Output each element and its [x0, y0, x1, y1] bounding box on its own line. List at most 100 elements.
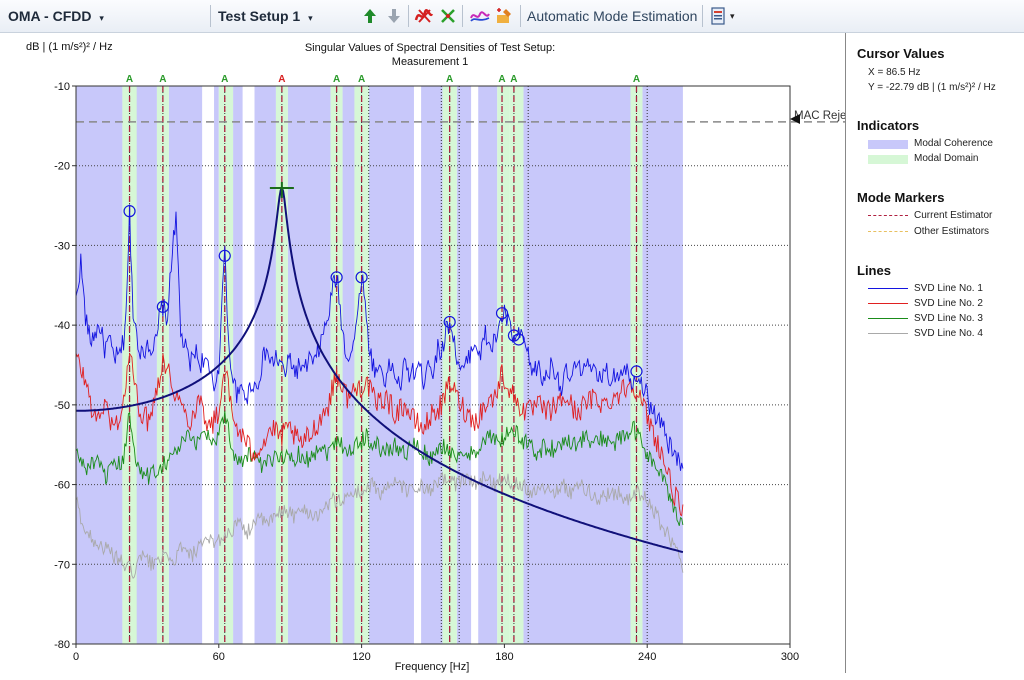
peak-circle	[443, 315, 456, 329]
chevron-down-icon: ▾	[730, 11, 735, 21]
toolbar: OMA - CFDD ▾ Test Setup 1 ▾ Automatic Mo…	[0, 0, 1024, 33]
svd-line-4-swatch	[868, 333, 908, 334]
y-tick-label: -40	[54, 320, 70, 332]
y-tick-label: -20	[54, 161, 70, 173]
chart-title: Singular Values of Spectral Densities of…	[305, 42, 555, 54]
curve-fit-button[interactable]	[470, 6, 490, 26]
peak-circle	[123, 205, 136, 218]
svd-line-1	[76, 204, 684, 471]
mode-marker-label: A	[498, 74, 505, 85]
x-tick-label: 120	[352, 651, 370, 663]
legend-label: Modal Coherence	[914, 138, 993, 149]
cursor-x-value: X = 86.5 Hz	[868, 67, 921, 78]
chevron-down-icon: ▾	[99, 13, 104, 23]
legend-label: SVD Line No. 4	[914, 328, 983, 339]
peak-circle	[512, 333, 525, 346]
x-tick-label: 0	[73, 651, 79, 663]
other-estimators-swatch	[868, 231, 908, 232]
setup-dropdown[interactable]: Test Setup 1 ▾	[218, 0, 313, 32]
mode-marker-label: A	[633, 74, 640, 85]
peak-circle	[630, 365, 643, 378]
svd-line-2-swatch	[868, 303, 908, 304]
chevron-down-icon: ▾	[308, 13, 313, 23]
svd-chart[interactable]: -10-20-30-40-50-60-70-800 60 120 180 240 300 …	[0, 33, 845, 673]
series-layer	[76, 185, 684, 579]
arrow-down-icon	[388, 9, 400, 23]
modal-coherence-band	[478, 86, 498, 644]
report-document-icon	[711, 7, 725, 25]
mode-marker-label: A	[221, 74, 228, 85]
mode-marker-label: A	[333, 74, 340, 85]
x-axis-label: Frequency [Hz]	[395, 661, 470, 673]
automatic-mode-estimation-label: Automatic Mode Estimation	[527, 8, 698, 24]
cursor-y-value: Y = -22.79 dB | (1 m/s²)² / Hz	[868, 82, 996, 93]
modal-coherence-swatch	[868, 140, 908, 149]
green-cross-icon	[441, 9, 455, 23]
pencil-add-icon	[497, 8, 511, 23]
modal-domain-band	[497, 86, 510, 644]
mode-marker-label: A	[159, 74, 166, 85]
arrow-up-button[interactable]	[360, 6, 380, 26]
modal-coherence-band	[254, 86, 276, 644]
grid-layer: -10 -20 -30 -40 -50 -60 -70 -800 60 120 180 240 300	[54, 81, 799, 663]
svd-line-4	[76, 471, 684, 579]
modal-coherence-band	[76, 86, 123, 644]
indicators-title: Indicators	[857, 118, 920, 133]
report-button[interactable]	[708, 6, 728, 26]
y-tick-label: -30	[54, 240, 70, 252]
legend-label: SVD Line No. 1	[914, 283, 983, 294]
modal-coherence-band	[368, 86, 414, 644]
report-dropdown-chevron[interactable]: ▾	[730, 0, 735, 32]
lines-title: Lines	[857, 263, 891, 278]
chart-subtitle: Measurement 1	[392, 56, 468, 68]
modal-domain-swatch	[868, 155, 908, 164]
y-tick-label: -10	[54, 81, 70, 93]
current-estimator-swatch	[868, 215, 908, 216]
delete-estimate-button[interactable]	[414, 6, 434, 26]
legend-label: Modal Domain	[914, 153, 979, 164]
setup-dropdown-label: Test Setup 1	[218, 8, 301, 24]
x-tick-label: 60	[213, 651, 225, 663]
arrow-up-icon	[364, 9, 376, 23]
mode-marker-label: A	[446, 74, 453, 85]
mode-marker-label: A	[126, 74, 133, 85]
legend-label: SVD Line No. 2	[914, 298, 983, 309]
peak-circle	[355, 271, 368, 284]
add-marker-button[interactable]	[494, 6, 514, 26]
modal-coherence-band	[456, 86, 472, 644]
red-wave-delete-icon	[414, 9, 434, 23]
svd-line-3-swatch	[868, 318, 908, 319]
x-tick-label: 240	[638, 651, 656, 663]
mode-dropdown[interactable]: OMA - CFDD ▾	[8, 0, 104, 32]
automatic-mode-estimation-button[interactable]: Automatic Mode Estimation	[527, 0, 697, 32]
peak-circle	[218, 249, 231, 262]
plot-frame	[75, 85, 791, 645]
clear-markers-button[interactable]	[438, 6, 458, 26]
modal-domain-band	[218, 86, 234, 644]
peak-circle	[495, 307, 509, 320]
modal-coherence-band	[421, 86, 443, 644]
peak-circle	[330, 271, 343, 284]
svd-line-2	[76, 352, 684, 517]
peak-circle	[156, 300, 169, 313]
svd-line-1-swatch	[868, 288, 908, 289]
legend-label: Other Estimators	[914, 226, 990, 237]
legend-label: Current Estimator	[914, 210, 993, 221]
modal-coherence-band	[642, 86, 683, 644]
svd-line-3	[76, 410, 684, 526]
mode-dropdown-label: OMA - CFDD	[8, 8, 92, 24]
mode-marker-label: A	[358, 74, 365, 85]
mac-level-arrow-icon[interactable]	[790, 114, 800, 124]
modal-coherence-band	[233, 86, 243, 644]
y-tick-label: -70	[54, 559, 70, 571]
mode-markers-title: Mode Markers	[857, 190, 945, 205]
modal-coherence-band	[135, 86, 157, 644]
modal-domain-band	[509, 86, 524, 644]
mode-marker-label: A	[510, 74, 517, 85]
modal-coherence-band	[287, 86, 331, 644]
arrow-down-button[interactable]	[384, 6, 404, 26]
modal-coherence-band	[214, 86, 219, 644]
mac-rejection-label: MAC Rejection Level = 0,937	[794, 110, 845, 122]
modal-coherence-band	[168, 86, 203, 644]
